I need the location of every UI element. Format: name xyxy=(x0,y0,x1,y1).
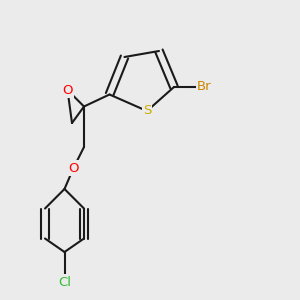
Text: O: O xyxy=(68,161,79,175)
Text: Br: Br xyxy=(197,80,211,94)
Text: O: O xyxy=(62,83,73,97)
Text: S: S xyxy=(143,104,151,118)
Text: Cl: Cl xyxy=(58,275,71,289)
